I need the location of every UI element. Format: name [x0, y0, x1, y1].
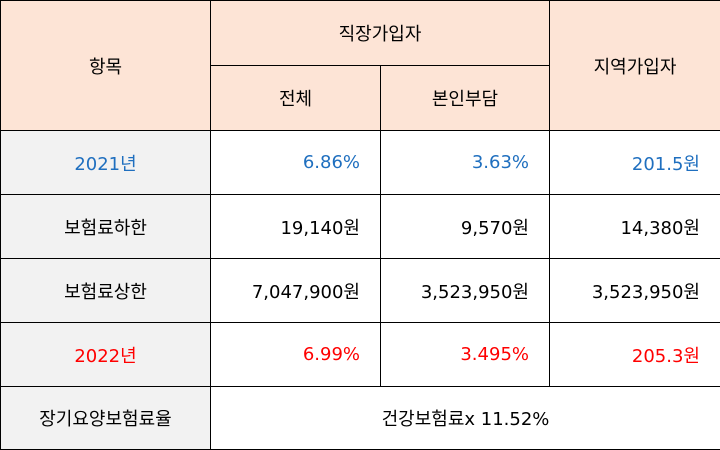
header-item: 항목	[0, 0, 211, 131]
cell-total-2022: 6.99%	[210, 322, 381, 387]
table-row-2021: 2021년 6.86% 3.63% 201.5원	[0, 130, 720, 195]
table-row-longterm: 장기요양보험료율 건강보험료x 11.52%	[0, 386, 720, 450]
cell-regional-max: 3,523,950원	[549, 258, 720, 323]
row-label-longterm: 장기요양보험료율	[0, 386, 211, 450]
cell-regional-min: 14,380원	[549, 194, 720, 259]
table-row-min: 보험료하한 19,140원 9,570원 14,380원	[0, 194, 720, 259]
cell-regional-2022: 205.3원	[549, 322, 720, 387]
cell-self-pay-2021: 3.63%	[380, 130, 550, 195]
cell-self-pay-max: 3,523,950원	[380, 258, 550, 323]
cell-self-pay-2022: 3.495%	[380, 322, 550, 387]
table-row-max: 보험료상한 7,047,900원 3,523,950원 3,523,950원	[0, 258, 720, 323]
row-label-min: 보험료하한	[0, 194, 211, 259]
row-label-2021: 2021년	[0, 130, 211, 195]
cell-total-max: 7,047,900원	[210, 258, 381, 323]
header-self-pay: 본인부담	[380, 65, 550, 131]
cell-self-pay-min: 9,570원	[380, 194, 550, 259]
cell-regional-2021: 201.5원	[549, 130, 720, 195]
header-total: 전체	[210, 65, 381, 131]
cell-longterm-value: 건강보험료x 11.52%	[210, 386, 720, 450]
row-label-max: 보험료상한	[0, 258, 211, 323]
header-employee: 직장가입자	[210, 0, 550, 66]
row-label-2022: 2022년	[0, 322, 211, 387]
cell-total-min: 19,140원	[210, 194, 381, 259]
table-row-2022: 2022년 6.99% 3.495% 205.3원	[0, 322, 720, 387]
header-regional: 지역가입자	[549, 0, 720, 131]
cell-total-2021: 6.86%	[210, 130, 381, 195]
